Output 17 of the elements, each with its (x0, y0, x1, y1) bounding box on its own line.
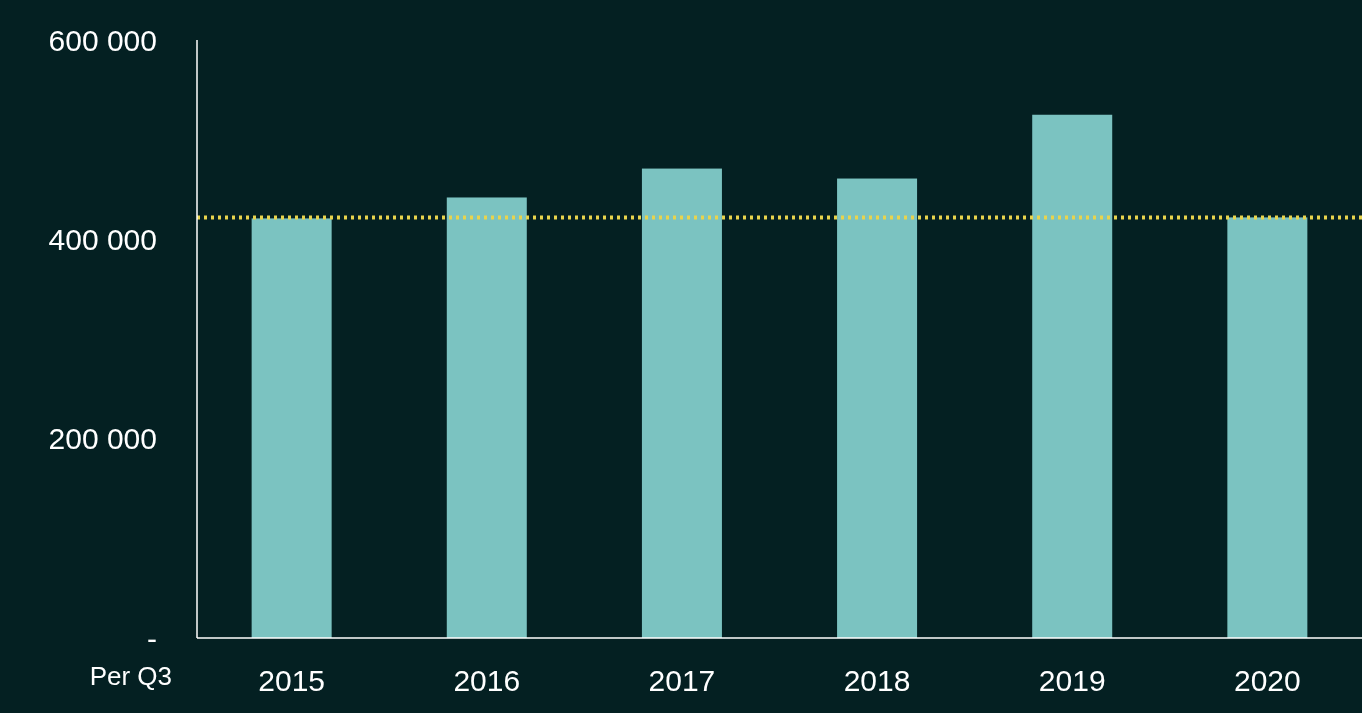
y-tick-label: 200 000 (48, 422, 157, 456)
bar (251, 218, 332, 638)
bar (837, 178, 918, 638)
x-tick-label: 2019 (1038, 664, 1106, 697)
x-axis-title: Per Q3 (89, 661, 172, 691)
y-tick-label: 600 000 (48, 23, 157, 57)
bar (1032, 114, 1113, 638)
y-tick-label: 400 000 (48, 222, 157, 256)
bar (1227, 217, 1308, 638)
x-tick-label: 2015 (258, 664, 326, 697)
x-tick-label: 2016 (453, 664, 521, 697)
y-tick-label: - (147, 621, 157, 655)
bar (641, 168, 722, 638)
bar (446, 197, 527, 638)
x-tick-label: 2020 (1233, 664, 1301, 697)
x-tick-label: 2017 (648, 664, 716, 697)
x-tick-label: 2018 (843, 664, 911, 697)
